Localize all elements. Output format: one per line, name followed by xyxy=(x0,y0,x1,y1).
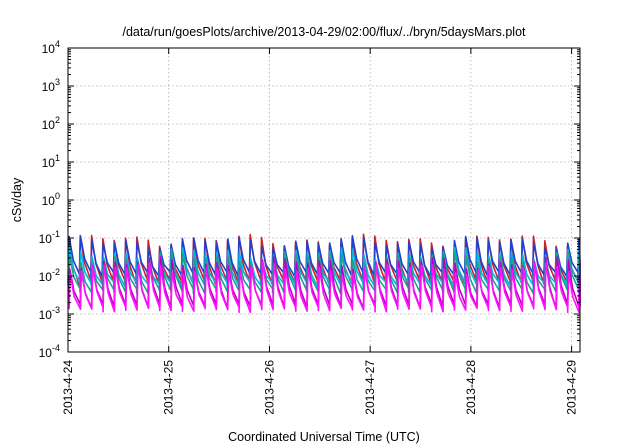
y-tick-labels: 10-4 10-3 10-2 10-1 100 101 102 103 104 xyxy=(39,39,60,360)
x-tick-label: 2013-4-29 xyxy=(565,360,579,415)
plot-frame xyxy=(67,47,581,353)
chart-title: /data/run/goesPlots/archive/2013-04-29/0… xyxy=(122,25,526,39)
x-tick-label: 2013-4-24 xyxy=(61,360,75,415)
y-tick-label: 100 xyxy=(42,191,60,208)
y-tick-label: 104 xyxy=(42,39,60,56)
y-tick-label: 10-4 xyxy=(39,343,60,360)
grid xyxy=(67,48,580,352)
y-tick-label: 10-1 xyxy=(39,229,60,246)
x-tick-labels: 2013-4-24 2013-4-25 2013-4-26 2013-4-27 2013… xyxy=(61,360,579,415)
x-tick-label: 2013-4-26 xyxy=(262,360,276,415)
y-tick-label: 101 xyxy=(42,153,60,170)
x-tick-label: 2013-4-25 xyxy=(162,360,176,415)
y-tick-label: 10-2 xyxy=(39,267,60,284)
series-line xyxy=(68,261,581,314)
series-group xyxy=(67,233,581,314)
x-axis-label: Coordinated Universal Time (UTC) xyxy=(228,430,420,444)
y-tick-label: 10-3 xyxy=(39,305,60,322)
x-tick-label: 2013-4-27 xyxy=(363,360,377,415)
y-tick-label: 102 xyxy=(42,115,60,132)
x-tick-label: 2013-4-28 xyxy=(464,360,478,415)
y-axis-label: cSv/day xyxy=(10,177,24,222)
y-tick-label: 103 xyxy=(42,77,60,94)
